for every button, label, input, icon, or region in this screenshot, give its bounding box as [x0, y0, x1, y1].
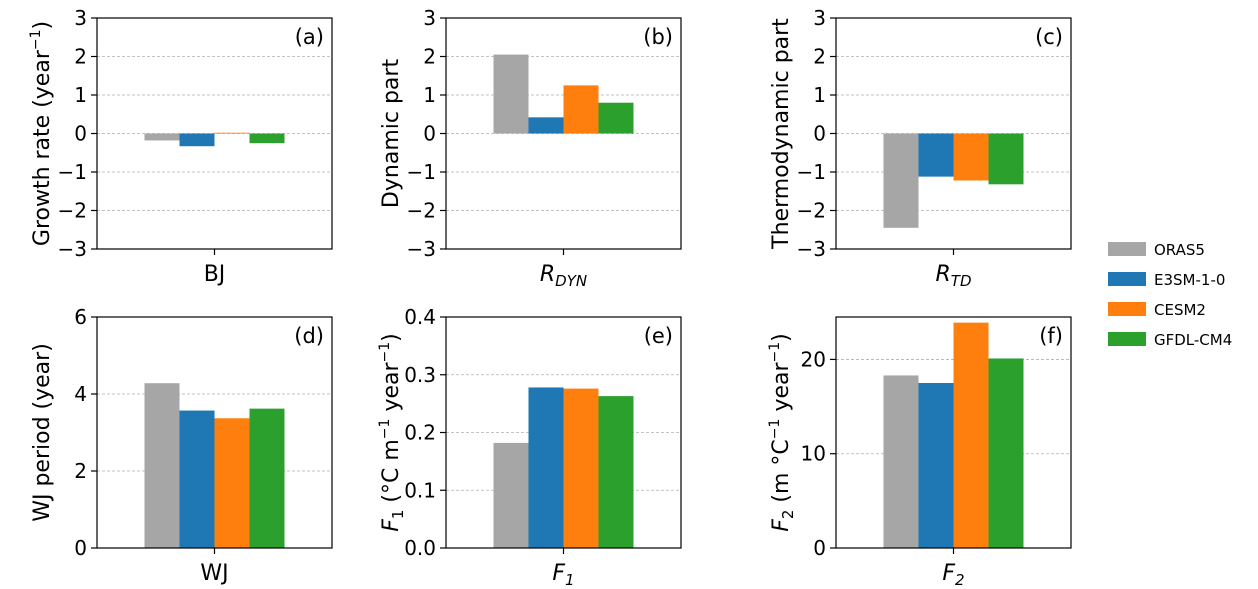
bar	[179, 133, 215, 147]
chart-panel: 3 2 1 0 −1 −2 −3 RDYN Dynamic part (b)	[379, 6, 682, 290]
bar	[493, 54, 529, 134]
y-axis-label: F2 (m °C−1 year−1)	[767, 333, 797, 532]
legend-item: GFDL-CM4	[1108, 331, 1232, 349]
y-tick-label: 20	[801, 347, 826, 371]
y-tick-label: 10	[801, 442, 826, 466]
y-tick-label: −1	[797, 160, 826, 184]
panel-label: (e)	[644, 324, 673, 348]
y-axis-label: F1 (°C m−1 year−1)	[377, 333, 407, 532]
bar	[493, 442, 529, 548]
chart-panel: 3 2 1 0 −1 −2 −3 RTD Thermodynamic part (c)	[769, 6, 1072, 290]
chart-panel: 0.4 0.3 0.2 0.1 0.0 F1 F1 (°C m−1 year−1) (e)	[377, 305, 682, 589]
y-tick-label: 1	[813, 83, 826, 107]
x-tick-label: RDYN	[540, 262, 587, 290]
legend-swatch	[1108, 332, 1146, 346]
y-tick-label: 3	[74, 6, 87, 30]
y-tick-label: 4	[74, 382, 87, 406]
y-tick-label: 1	[74, 83, 87, 107]
bar	[563, 388, 599, 548]
y-axis-label: Growth rate (year−1)	[28, 21, 55, 246]
y-tick-label: 0	[813, 122, 826, 146]
bar	[953, 322, 989, 548]
legend-label: E3SM-1-0	[1154, 271, 1225, 289]
legend-label: GFDL-CM4	[1154, 331, 1232, 349]
y-tick-label: −2	[407, 199, 436, 223]
bar	[214, 418, 250, 548]
y-tick-label: 1	[423, 83, 436, 107]
panel-label: (b)	[643, 25, 673, 49]
bar	[918, 133, 954, 177]
y-tick-label: 3	[423, 6, 436, 30]
panel-label: (f)	[1039, 324, 1063, 348]
chart-panel: 3 2 1 0 −1 −2 −3 BJ Growth rate (year−1) (a)	[28, 6, 333, 287]
y-tick-label: 0	[74, 536, 87, 560]
bar	[953, 133, 989, 181]
y-tick-label: 0	[813, 536, 826, 560]
y-axis-label: Dynamic part	[379, 59, 404, 209]
x-tick-label: F1	[552, 561, 574, 589]
y-tick-label: 6	[74, 305, 87, 329]
y-tick-label: 3	[813, 6, 826, 30]
y-tick-label: −1	[407, 160, 436, 184]
bar	[598, 396, 634, 548]
bar	[179, 410, 215, 548]
legend-item: CESM2	[1108, 301, 1206, 319]
bar	[528, 117, 564, 134]
bar	[144, 133, 180, 141]
y-tick-label: −1	[58, 160, 87, 184]
panel-label: (c)	[1035, 25, 1063, 49]
legend: ORAS5 E3SM-1-0 CESM2 GFDL-CM4	[1108, 241, 1232, 349]
y-tick-label: 0	[423, 122, 436, 146]
x-tick-label: RTD	[935, 262, 971, 290]
bar	[918, 383, 954, 548]
panel-label: (d)	[294, 324, 324, 348]
y-tick-label: 0.0	[404, 536, 436, 560]
bar	[563, 85, 599, 134]
legend-swatch	[1108, 242, 1146, 256]
legend-label: ORAS5	[1154, 241, 1205, 259]
bar	[883, 133, 919, 228]
y-tick-label: −2	[797, 199, 826, 223]
y-axis-label: Thermodynamic part	[769, 18, 794, 250]
bar	[883, 375, 919, 548]
y-tick-label: 0	[74, 122, 87, 146]
panel-label: (a)	[295, 25, 324, 49]
bar	[144, 383, 180, 548]
bar	[598, 102, 634, 134]
legend-swatch	[1108, 272, 1146, 286]
y-tick-label: 0.4	[404, 305, 436, 329]
y-axis-label: WJ period (year)	[30, 343, 55, 522]
y-tick-label: 2	[423, 45, 436, 69]
y-tick-label: 0.3	[404, 363, 436, 387]
bar	[214, 132, 250, 134]
legend-label: CESM2	[1154, 301, 1206, 319]
legend-item: ORAS5	[1108, 241, 1205, 259]
bar	[528, 387, 564, 548]
legend-item: E3SM-1-0	[1108, 271, 1225, 289]
x-tick-label: BJ	[204, 262, 226, 287]
bar	[249, 133, 285, 144]
y-tick-label: 0.1	[404, 478, 436, 502]
legend-swatch	[1108, 302, 1146, 316]
y-tick-label: 2	[813, 45, 826, 69]
bar	[249, 408, 285, 548]
y-tick-label: −3	[797, 237, 826, 261]
y-tick-label: 2	[74, 45, 87, 69]
y-tick-label: 0.2	[404, 421, 436, 445]
chart-panel: 6 4 2 0 WJ WJ period (year) (d)	[30, 305, 333, 586]
x-tick-label: WJ	[200, 561, 228, 586]
y-tick-label: −3	[407, 237, 436, 261]
bar	[988, 133, 1024, 185]
y-tick-label: 2	[74, 459, 87, 483]
y-tick-label: −3	[58, 237, 87, 261]
bar	[988, 358, 1024, 548]
chart-panel: 20 10 0 F2 F2 (m °C−1 year−1) (f)	[767, 316, 1072, 589]
x-tick-label: F2	[942, 561, 964, 589]
y-tick-label: −2	[58, 199, 87, 223]
